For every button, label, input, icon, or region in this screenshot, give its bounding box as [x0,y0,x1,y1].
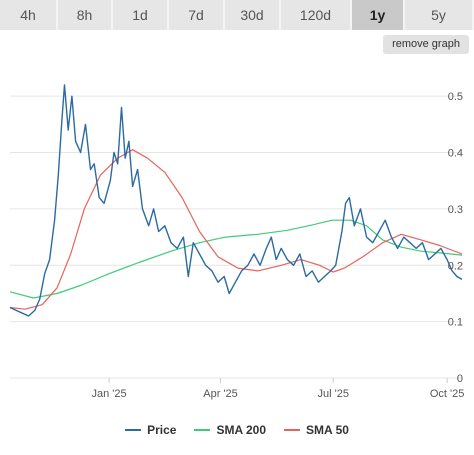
price-chart: 0 0.1 0.2 0.3 0.4 0.5 Jan '25 Apr '25 Jul '25 Oc… [9,84,464,400]
tab-1d[interactable]: 1d [113,0,169,30]
legend-item-sma-50[interactable]: SMA 50 [284,423,349,437]
tab-30d[interactable]: 30d [225,0,281,30]
x-tick-label: Jul '25 [317,388,348,400]
legend-swatch [194,429,211,431]
timeframe-tabs: 4h 8h 1d 7d 30d 120d 1y 5y [0,0,474,30]
grid-layer [10,95,462,379]
remove-graph-button[interactable]: remove graph [383,35,469,54]
legend-item-price[interactable]: Price [125,423,176,437]
y-tick-label: 0.3 [448,204,463,216]
y-axis-ticks: 0 0.1 0.2 0.3 0.4 0.5 [448,91,463,385]
legend-label: SMA 200 [216,423,267,437]
series-line-sma-50 [9,149,463,310]
x-tick-label: Apr '25 [203,388,238,400]
tab-5y[interactable]: 5y [405,0,474,30]
y-tick-label: 0.5 [448,91,463,103]
y-tick-label: 0 [457,373,463,385]
legend-swatch [284,429,301,431]
series-layer [9,84,463,317]
x-axis-ticks: Jan '25 Apr '25 Jul '25 Oct '25 [91,378,464,400]
x-tick-label: Jan '25 [91,388,126,400]
y-tick-label: 0.4 [448,148,463,160]
legend-label: Price [147,423,177,437]
tab-4h[interactable]: 4h [0,0,58,30]
tab-7d[interactable]: 7d [169,0,225,30]
legend-item-sma-200[interactable]: SMA 200 [194,423,266,437]
tab-8h[interactable]: 8h [58,0,113,30]
legend-label: SMA 50 [306,423,349,437]
chart-legend: Price SMA 200 SMA 50 [0,420,474,440]
y-tick-label: 0.1 [448,317,463,329]
x-tick-label: Oct '25 [430,388,465,400]
tab-120d[interactable]: 120d [281,0,352,30]
y-tick-label: 0.2 [448,260,463,272]
tab-1y[interactable]: 1y [352,0,405,30]
series-line-price [9,84,463,317]
legend-swatch [125,429,142,431]
